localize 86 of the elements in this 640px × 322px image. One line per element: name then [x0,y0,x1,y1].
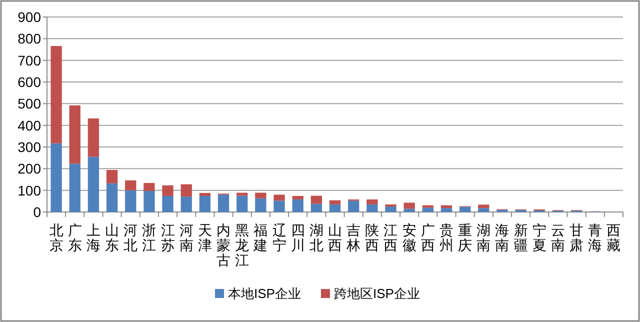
x-tick-label: 广西 [420,222,435,253]
bar [69,164,80,212]
bar [236,192,248,196]
y-tick-label: 0 [33,204,42,220]
bar [106,170,118,184]
x-tick-label: 陕西 [365,222,380,253]
bar [329,204,341,212]
x-tick-label: 江西 [384,222,398,253]
bar [199,196,211,212]
bar [88,156,100,212]
x-tick-label: 吉林 [346,222,361,253]
x-tick-label: 新疆 [514,222,528,253]
x-tick-label: 上海 [86,222,100,253]
bar [69,105,80,164]
bar [50,46,62,144]
bar [144,190,155,212]
x-tick-label: 湖北 [309,222,324,253]
legend-label: 本地ISP企业 [228,286,301,301]
y-tick-label: 500 [18,96,42,112]
bar [106,183,118,212]
x-tick-label: 青海 [588,222,602,253]
bar [440,208,452,212]
x-tick-label: 山西 [328,222,342,253]
bar [125,190,136,212]
x-tick-label: 天津 [198,222,212,253]
y-tick-label: 300 [18,139,42,155]
x-tick-label: 河南 [179,222,194,253]
bar [422,208,434,212]
y-tick-label: 600 [18,74,42,90]
x-tick-label: 广东 [68,222,82,253]
bar [478,204,490,208]
bar [310,196,322,204]
x-tick-label: 江苏 [160,222,175,253]
x-tick-label: 黑龙江 [235,222,250,268]
bar [162,196,174,212]
bar [180,184,192,197]
x-tick-label: 四川 [290,222,305,253]
bar [274,194,285,201]
bar [404,202,415,209]
bar [125,180,136,190]
bar [144,182,155,191]
x-tick-label: 宁夏 [532,222,546,253]
x-tick-label: 北京 [49,222,64,253]
x-tick-label: 湖南 [476,222,491,253]
y-tick-label: 400 [18,117,42,134]
bar [366,199,378,204]
bar [162,185,174,196]
bar [459,206,471,212]
x-tick-label: 山东 [105,222,120,253]
x-tick-label: 福建 [252,222,268,253]
bar [292,199,304,212]
bar [255,198,266,212]
y-tick-label: 800 [18,30,42,47]
bar [88,118,100,157]
bar [385,206,396,212]
bar [236,196,248,212]
x-tick-label: 安徽 [402,222,416,253]
bar [404,208,415,212]
bar [329,200,341,204]
bar [50,143,62,212]
bar [180,196,192,212]
x-tick-label: 河北 [124,222,138,253]
y-tick-label: 700 [18,52,42,68]
y-tick-label: 100 [18,182,42,198]
x-tick-label: 海南 [495,222,510,253]
bar [274,200,285,212]
x-tick-label: 云南 [550,222,565,253]
x-tick-label: 浙江 [142,222,156,253]
y-tick-label: 900 [18,9,42,25]
bar [310,204,322,212]
x-tick-label: 重庆 [458,222,472,253]
x-tick-label: 内蒙古 [216,222,231,268]
bar [385,204,396,207]
bar [366,204,378,212]
y-tick-label: 200 [18,160,42,177]
x-tick-label: 贵州 [439,222,454,253]
legend-label: 跨地区ISP企业 [334,286,420,301]
bar [218,194,230,212]
bar [199,192,211,196]
bar [478,208,490,212]
x-tick-label: 辽宁 [272,222,286,253]
bar [255,192,266,198]
x-tick-label: 甘肃 [570,222,584,253]
x-tick-label: 西藏 [606,222,621,253]
bar [348,200,360,212]
bar [292,196,304,200]
